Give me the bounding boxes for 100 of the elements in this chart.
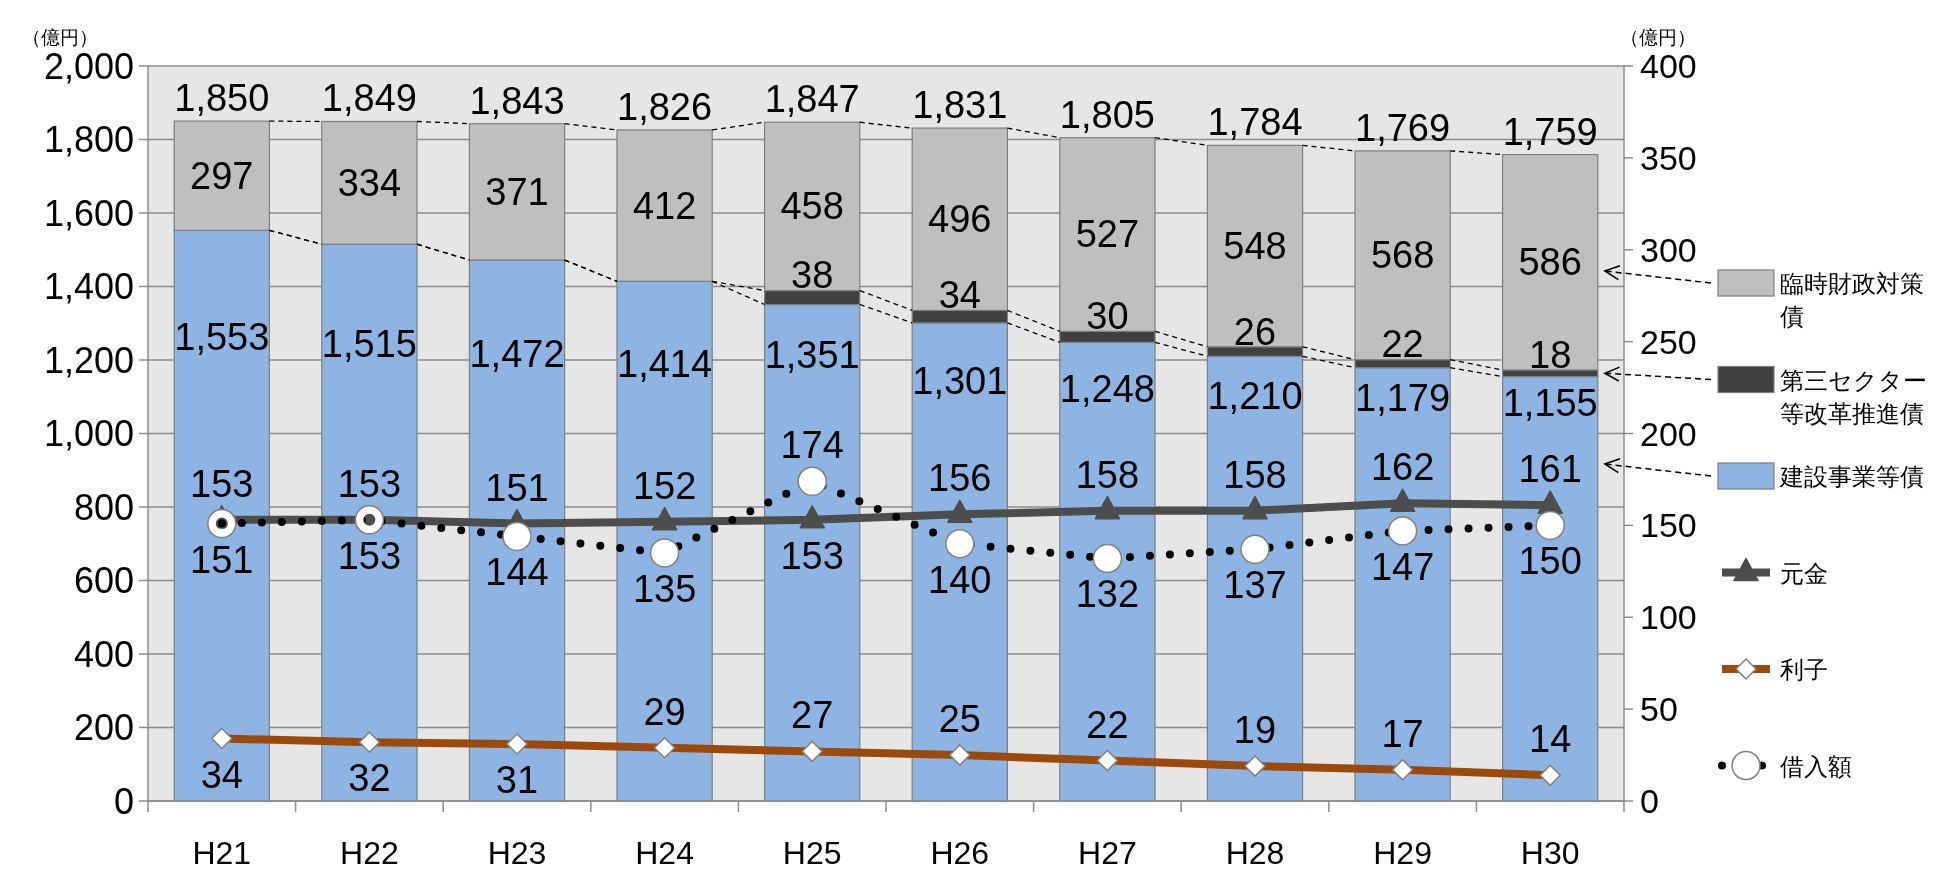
x-tick-label: H24 <box>635 835 694 870</box>
y-tick-label: 1,200 <box>43 339 134 381</box>
legend-label: 建設事業等債 <box>1779 462 1924 490</box>
total-label: 1,769 <box>1355 106 1451 149</box>
total-label: 1,850 <box>174 77 270 120</box>
data-label: 38 <box>791 254 834 297</box>
data-label: 14 <box>1529 718 1572 761</box>
data-label: 29 <box>643 690 686 733</box>
data-label: 140 <box>928 558 992 601</box>
y-tick-label: 1,400 <box>43 266 134 307</box>
data-label: 152 <box>632 464 697 507</box>
x-tick-label: H30 <box>1520 835 1580 870</box>
y-tick-label: 1,800 <box>43 119 134 160</box>
data-label: 527 <box>1075 213 1140 256</box>
x-tick-label: H23 <box>487 835 547 870</box>
total-label: 1,849 <box>321 77 417 120</box>
total-label: 1,759 <box>1502 110 1598 153</box>
data-label: 25 <box>938 698 981 741</box>
data-label: 144 <box>485 551 549 594</box>
data-label: 158 <box>1075 453 1140 496</box>
y-tick-label: 1,600 <box>43 192 134 234</box>
legend-label: 臨時財政対策債 <box>1780 269 1924 330</box>
total-label: 1,826 <box>617 85 713 128</box>
data-label: 1,351 <box>764 333 860 376</box>
x-tick-label: H28 <box>1225 835 1285 870</box>
total-label: 1,831 <box>912 84 1008 127</box>
y2-tick-label: 200 <box>1640 414 1697 453</box>
y-tick-label: 1,000 <box>43 413 134 454</box>
data-label: 412 <box>632 184 697 227</box>
data-label: 174 <box>780 424 844 467</box>
data-label: 150 <box>1518 540 1582 583</box>
y2-tick-label: 0 <box>1640 782 1659 820</box>
data-label: 31 <box>495 759 539 802</box>
data-label: 153 <box>337 534 402 577</box>
data-label: 26 <box>1233 310 1277 353</box>
data-label: 1,248 <box>1059 367 1155 410</box>
data-label: 34 <box>200 753 243 796</box>
y-tick-label: 400 <box>73 633 134 675</box>
data-label: 568 <box>1370 234 1435 277</box>
data-label: 30 <box>1086 295 1129 338</box>
y-axis-title: （億円） <box>22 26 98 48</box>
data-label: 151 <box>485 466 549 509</box>
data-label: 1,179 <box>1355 376 1451 419</box>
data-label: 297 <box>190 154 254 197</box>
data-label: 151 <box>190 538 254 581</box>
legend-label: 利子 <box>1780 655 1828 683</box>
y2-tick-label: 150 <box>1640 506 1697 545</box>
data-label: 458 <box>780 185 844 228</box>
data-label: 22 <box>1086 703 1129 746</box>
legend-label: 借入額 <box>1780 752 1852 779</box>
y2-tick-label: 350 <box>1640 138 1697 177</box>
total-label: 1,784 <box>1207 101 1303 144</box>
data-label: 158 <box>1223 453 1287 496</box>
y2-axis-title: （億円） <box>1620 26 1696 48</box>
data-label: 1,414 <box>617 342 713 385</box>
data-label: 496 <box>928 198 992 241</box>
data-label: 156 <box>928 457 992 500</box>
data-label: 1,210 <box>1207 374 1303 417</box>
data-label: 135 <box>632 567 697 610</box>
y-tick-label: 0 <box>113 780 134 822</box>
data-label: 137 <box>1223 564 1287 607</box>
y-tick-label: 200 <box>73 707 134 748</box>
bar <box>1502 375 1599 802</box>
legend-label: 元金 <box>1780 559 1828 586</box>
data-label: 371 <box>485 170 549 213</box>
data-label: 161 <box>1518 448 1582 491</box>
data-label: 18 <box>1529 333 1572 376</box>
data-label: 27 <box>791 694 834 737</box>
total-label: 1,843 <box>469 79 565 122</box>
data-label: 22 <box>1381 323 1424 366</box>
data-label: 147 <box>1370 545 1435 588</box>
data-label: 586 <box>1518 241 1582 284</box>
data-label: 1,515 <box>321 323 417 366</box>
x-tick-label: H27 <box>1078 835 1137 870</box>
x-tick-label: H29 <box>1373 835 1432 870</box>
data-label: 1,301 <box>912 359 1008 402</box>
total-label: 1,805 <box>1059 93 1155 136</box>
x-tick-label: H26 <box>930 835 990 870</box>
data-label: 34 <box>938 274 981 317</box>
x-tick-label: H21 <box>192 835 252 870</box>
data-label: 132 <box>1075 573 1140 616</box>
data-label: 1,472 <box>469 332 565 375</box>
y2-tick-label: 400 <box>1640 47 1697 85</box>
data-label: 153 <box>780 534 844 577</box>
data-label: 153 <box>337 462 402 505</box>
y-tick-label: 800 <box>73 486 134 528</box>
total-label: 1,847 <box>764 78 860 121</box>
y-tick-label: 600 <box>73 560 134 601</box>
x-tick-label: H25 <box>782 835 842 870</box>
data-label: 162 <box>1370 446 1435 489</box>
y2-tick-label: 300 <box>1640 230 1697 269</box>
data-label: 32 <box>348 757 391 800</box>
data-label: 19 <box>1233 709 1277 752</box>
y2-tick-label: 100 <box>1640 598 1697 637</box>
y2-tick-label: 250 <box>1640 322 1697 361</box>
data-label: 1,155 <box>1502 381 1598 424</box>
x-tick-label: H22 <box>340 835 399 870</box>
data-label: 548 <box>1223 225 1287 268</box>
data-label: 1,553 <box>174 316 270 359</box>
data-label: 17 <box>1381 712 1424 755</box>
